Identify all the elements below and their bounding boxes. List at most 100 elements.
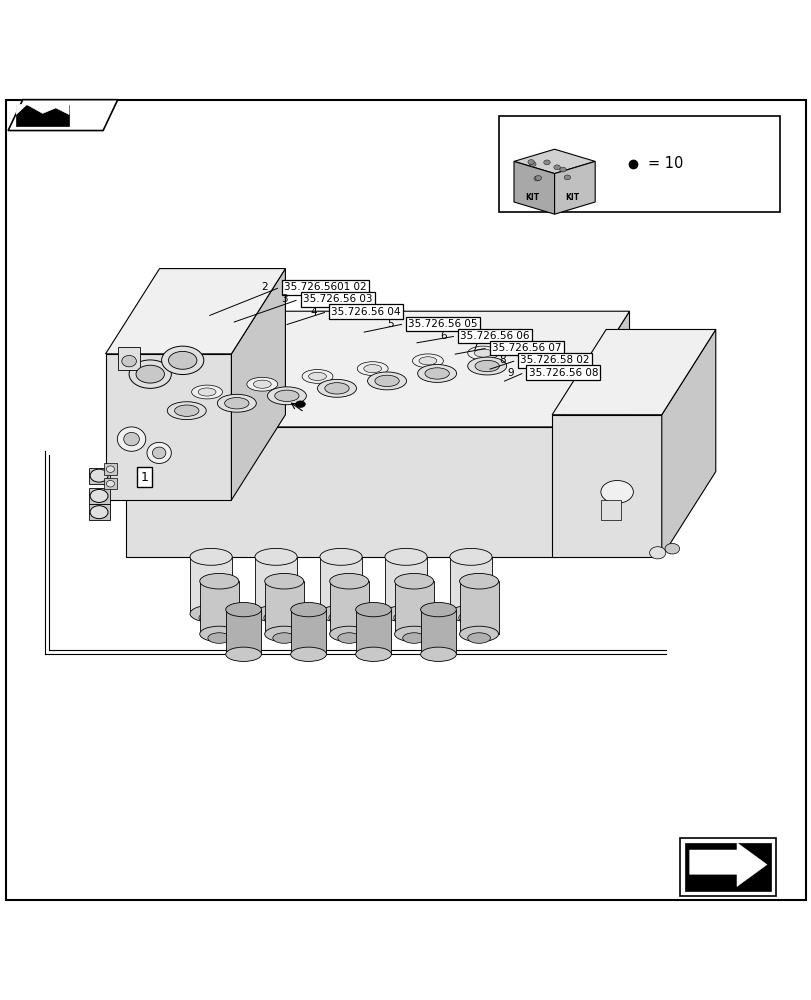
Text: -: - bbox=[272, 282, 275, 292]
FancyBboxPatch shape bbox=[420, 610, 456, 654]
Ellipse shape bbox=[90, 489, 108, 502]
Ellipse shape bbox=[272, 633, 295, 643]
Ellipse shape bbox=[106, 466, 114, 472]
Polygon shape bbox=[8, 100, 118, 131]
Ellipse shape bbox=[459, 626, 498, 642]
Ellipse shape bbox=[534, 176, 540, 181]
Ellipse shape bbox=[412, 354, 443, 368]
FancyBboxPatch shape bbox=[190, 557, 232, 614]
Ellipse shape bbox=[543, 160, 550, 165]
Ellipse shape bbox=[384, 548, 427, 565]
Ellipse shape bbox=[375, 375, 399, 387]
Ellipse shape bbox=[417, 365, 456, 382]
Ellipse shape bbox=[664, 543, 679, 554]
Ellipse shape bbox=[449, 605, 491, 622]
Ellipse shape bbox=[225, 602, 261, 617]
Text: 35.726.56 06: 35.726.56 06 bbox=[460, 331, 530, 341]
Ellipse shape bbox=[458, 612, 483, 623]
Ellipse shape bbox=[420, 647, 456, 661]
FancyBboxPatch shape bbox=[384, 557, 427, 614]
Ellipse shape bbox=[564, 175, 570, 180]
Ellipse shape bbox=[402, 633, 425, 643]
Ellipse shape bbox=[198, 388, 216, 396]
Text: 8: 8 bbox=[499, 355, 505, 365]
Ellipse shape bbox=[135, 365, 164, 383]
Polygon shape bbox=[126, 427, 556, 557]
Ellipse shape bbox=[152, 447, 165, 459]
FancyBboxPatch shape bbox=[104, 478, 117, 489]
Ellipse shape bbox=[247, 377, 277, 391]
Text: 35.726.5601 02: 35.726.5601 02 bbox=[284, 282, 367, 292]
Text: 1: 1 bbox=[140, 471, 148, 484]
FancyBboxPatch shape bbox=[320, 557, 362, 614]
FancyBboxPatch shape bbox=[255, 557, 297, 614]
Text: -: - bbox=[320, 307, 324, 317]
Text: -: - bbox=[292, 294, 295, 304]
Polygon shape bbox=[554, 161, 594, 214]
Ellipse shape bbox=[264, 626, 303, 642]
Text: 35.726.56 08: 35.726.56 08 bbox=[528, 368, 598, 378]
FancyBboxPatch shape bbox=[89, 468, 109, 484]
Polygon shape bbox=[661, 329, 715, 557]
FancyBboxPatch shape bbox=[499, 116, 779, 212]
Ellipse shape bbox=[169, 351, 196, 369]
Ellipse shape bbox=[529, 162, 535, 167]
FancyBboxPatch shape bbox=[16, 105, 69, 126]
Ellipse shape bbox=[217, 394, 256, 412]
Text: 35.726.56 07: 35.726.56 07 bbox=[491, 343, 561, 353]
Polygon shape bbox=[513, 149, 594, 174]
FancyBboxPatch shape bbox=[264, 581, 303, 634]
Text: -: - bbox=[509, 355, 513, 365]
Text: -: - bbox=[397, 319, 401, 329]
Ellipse shape bbox=[449, 548, 491, 565]
Ellipse shape bbox=[174, 405, 199, 416]
Ellipse shape bbox=[559, 167, 565, 172]
FancyBboxPatch shape bbox=[680, 838, 775, 896]
Ellipse shape bbox=[200, 573, 238, 589]
FancyBboxPatch shape bbox=[459, 581, 498, 634]
Ellipse shape bbox=[274, 390, 298, 401]
Ellipse shape bbox=[317, 379, 356, 397]
FancyBboxPatch shape bbox=[600, 500, 620, 520]
Ellipse shape bbox=[320, 605, 362, 622]
Ellipse shape bbox=[324, 383, 349, 394]
Polygon shape bbox=[689, 843, 766, 887]
Ellipse shape bbox=[122, 355, 136, 367]
FancyBboxPatch shape bbox=[118, 347, 140, 370]
Ellipse shape bbox=[264, 573, 303, 589]
FancyBboxPatch shape bbox=[89, 488, 109, 504]
FancyBboxPatch shape bbox=[225, 610, 261, 654]
Ellipse shape bbox=[474, 360, 499, 372]
Ellipse shape bbox=[295, 401, 305, 407]
Ellipse shape bbox=[199, 612, 223, 623]
FancyBboxPatch shape bbox=[329, 581, 368, 634]
Ellipse shape bbox=[302, 370, 333, 383]
Text: 9: 9 bbox=[507, 368, 513, 378]
FancyBboxPatch shape bbox=[684, 843, 770, 891]
Ellipse shape bbox=[394, 626, 433, 642]
Ellipse shape bbox=[600, 481, 633, 503]
Text: = 10: = 10 bbox=[647, 156, 683, 171]
Polygon shape bbox=[551, 415, 661, 557]
Ellipse shape bbox=[329, 573, 368, 589]
Text: KIT: KIT bbox=[564, 193, 579, 202]
Ellipse shape bbox=[106, 481, 114, 487]
Ellipse shape bbox=[553, 165, 560, 170]
Polygon shape bbox=[556, 311, 629, 557]
Ellipse shape bbox=[418, 357, 436, 365]
FancyBboxPatch shape bbox=[394, 581, 433, 634]
FancyBboxPatch shape bbox=[449, 557, 491, 614]
Ellipse shape bbox=[190, 605, 232, 622]
Text: -: - bbox=[481, 343, 484, 353]
Ellipse shape bbox=[264, 612, 288, 623]
Polygon shape bbox=[513, 161, 554, 214]
Ellipse shape bbox=[393, 612, 418, 623]
Ellipse shape bbox=[474, 349, 491, 357]
Ellipse shape bbox=[161, 346, 204, 375]
Text: -: - bbox=[450, 331, 453, 341]
Ellipse shape bbox=[459, 573, 498, 589]
Text: -: - bbox=[517, 368, 521, 378]
Ellipse shape bbox=[384, 605, 427, 622]
Text: 35.726.58 02: 35.726.58 02 bbox=[520, 355, 590, 365]
Text: 6: 6 bbox=[440, 331, 446, 341]
